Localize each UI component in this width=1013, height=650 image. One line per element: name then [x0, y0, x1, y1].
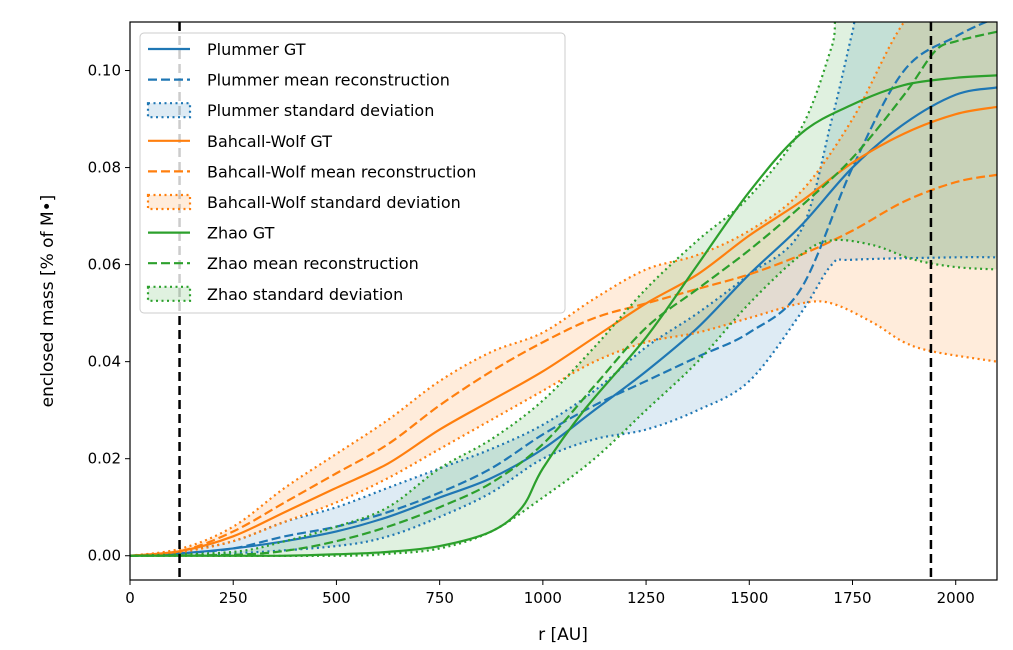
bahcall-wolf-standard-deviation-upper: [130, 22, 906, 557]
legend-label: Bahcall-Wolf mean reconstruction: [207, 162, 476, 181]
legend-label: Zhao standard deviation: [207, 285, 403, 304]
legend-label: Bahcall-Wolf GT: [207, 132, 332, 151]
x-tick-label: 2000: [937, 589, 975, 607]
legend-label: Plummer mean reconstruction: [207, 71, 450, 90]
x-tick-label: 1500: [730, 589, 768, 607]
bahcall-wolf-standard-deviation-fill: [130, 22, 997, 556]
legend-label: Bahcall-Wolf standard deviation: [207, 193, 461, 212]
x-tick-label: 250: [219, 589, 248, 607]
x-tick-label: 1000: [524, 589, 562, 607]
bahcall-wolf-mean-reconstruction-line: [130, 173, 997, 557]
y-tick-label: 0.08: [88, 159, 121, 177]
plummer-gt-line: [130, 86, 997, 557]
legend-label: Plummer standard deviation: [207, 101, 434, 120]
x-tick-label: 500: [322, 589, 351, 607]
legend-swatch: [146, 285, 192, 302]
legend-label: Plummer GT: [207, 40, 306, 59]
bahcall-wolf-standard-deviation-lower: [130, 300, 997, 557]
axis-ticks: 0 250 500 750 1000 1250 1500 1750 2000 0.00 0.02 0.…: [88, 62, 975, 607]
std-bands: [130, 22, 997, 556]
plummer-mean-reconstruction-line: [130, 22, 989, 557]
legend-label: Zhao GT: [207, 224, 275, 243]
y-tick-label: 0.04: [88, 353, 121, 371]
y-tick-label: 0.02: [88, 450, 121, 468]
x-tick-label: 1250: [627, 589, 665, 607]
y-tick-label: 0.10: [88, 62, 121, 80]
x-tick-label: 0: [125, 589, 135, 607]
legend-box: [139, 32, 566, 314]
y-axis-label: enclosed mass [% of M•]: [38, 195, 58, 408]
x-tick-label: 1750: [833, 589, 871, 607]
y-tick-label: 0.00: [88, 547, 121, 565]
x-tick-label: 750: [425, 589, 454, 607]
legend-swatch: [146, 102, 192, 119]
series-lines: [130, 22, 997, 557]
zhao-mean-reconstruction-line: [130, 30, 997, 557]
legend: Plummer GT Plummer mean reconstruction Plu…: [139, 32, 566, 314]
legend-swatch: [146, 193, 192, 211]
bahcall-wolf-gt-line: [130, 105, 997, 557]
x-axis-label: r [AU]: [538, 625, 588, 645]
plot-frame: [129, 21, 998, 581]
zhao-standard-deviation-fill: [130, 22, 997, 556]
plummer-standard-deviation-fill: [130, 22, 997, 556]
plummer-standard-deviation-lower: [130, 256, 997, 557]
legend-label: Zhao mean reconstruction: [207, 254, 419, 273]
y-tick-label: 0.06: [88, 256, 121, 274]
